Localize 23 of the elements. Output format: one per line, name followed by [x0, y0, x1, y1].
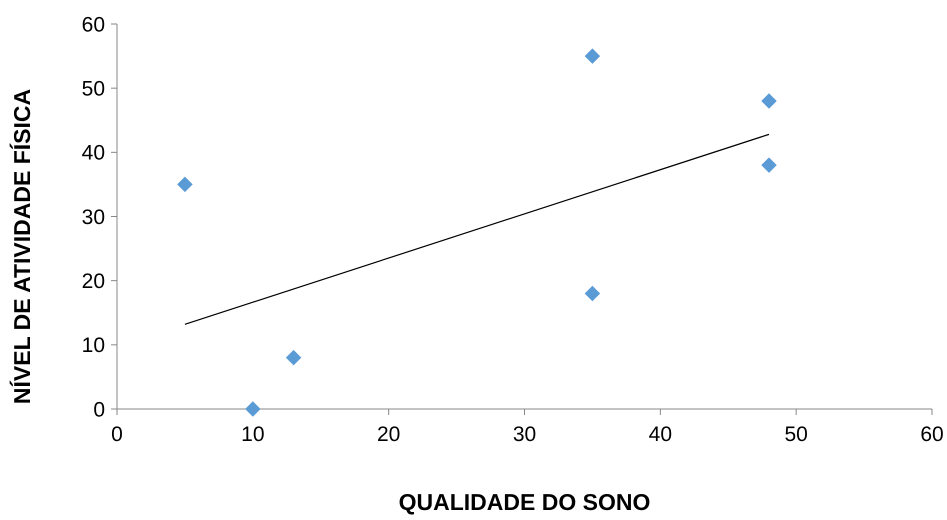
- x-tick-label: 20: [376, 423, 400, 446]
- point: [584, 286, 600, 302]
- y-tick-label: 30: [82, 206, 105, 229]
- point: [245, 401, 261, 417]
- point: [761, 157, 777, 173]
- y-tick-label: 40: [82, 142, 105, 165]
- x-tick-label: 0: [111, 423, 123, 446]
- point: [177, 176, 193, 192]
- x-tick-label: 60: [920, 423, 944, 446]
- x-axis-title: QUALIDADE DO SONO: [398, 489, 650, 515]
- y-tick-label: 50: [82, 78, 105, 101]
- y-tick-label: 20: [82, 270, 105, 294]
- y-tick-label: 10: [82, 334, 105, 358]
- y-axis-title: NÍVEL DE ATIVIDADE FÍSICA: [9, 88, 35, 404]
- x-tick-label: 10: [241, 423, 265, 446]
- point: [584, 48, 600, 64]
- point: [761, 93, 777, 109]
- x-tick-label: 50: [784, 423, 808, 446]
- x-tick-label: 40: [648, 423, 672, 446]
- x-tick-label: 30: [512, 423, 536, 446]
- y-tick-label: 60: [82, 13, 105, 36]
- y-tick-label: 0: [93, 398, 105, 422]
- point: [286, 350, 302, 366]
